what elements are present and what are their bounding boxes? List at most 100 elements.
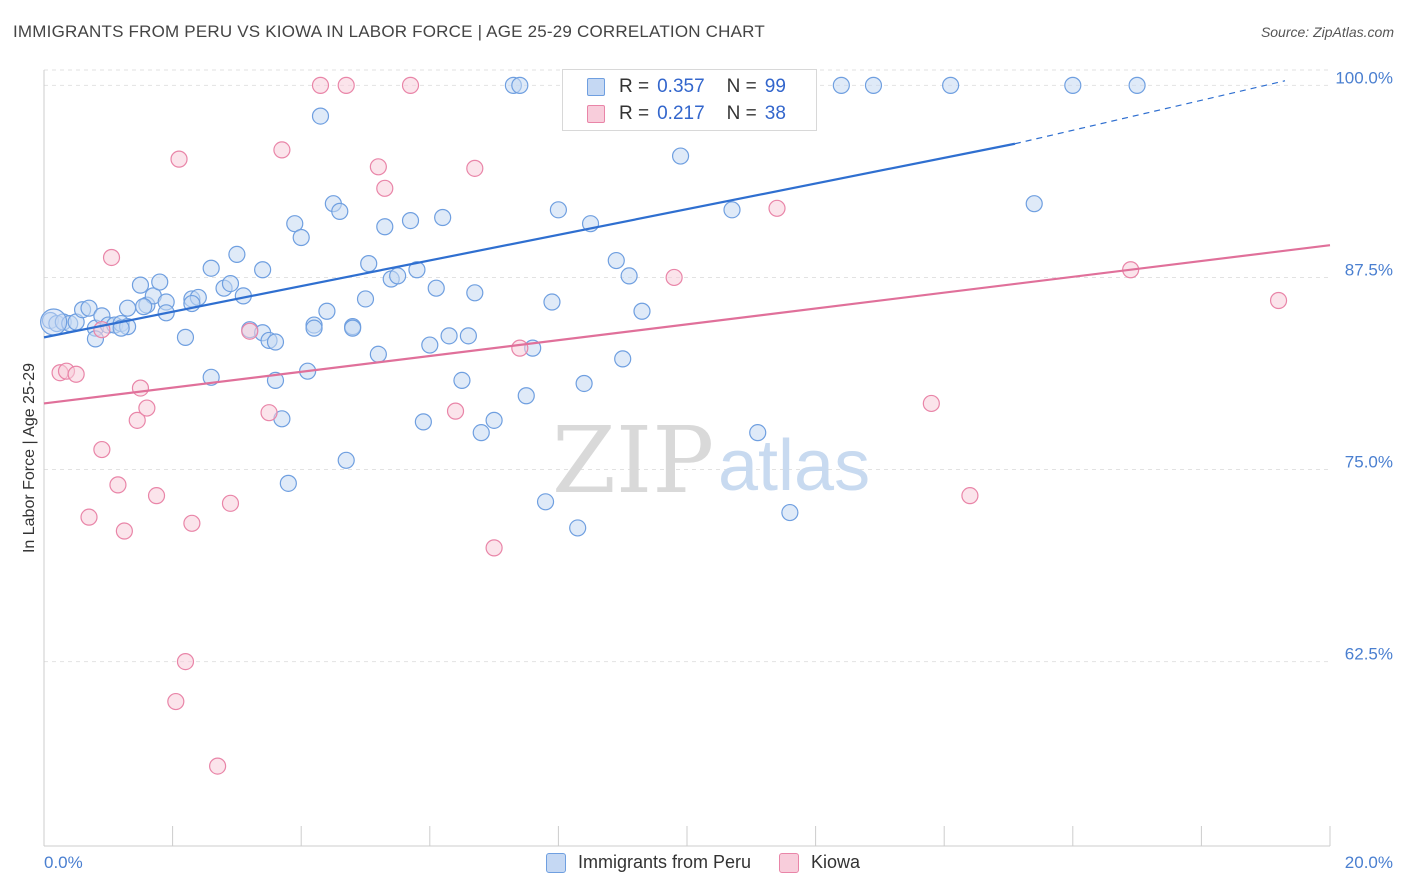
data-point-kiowa [209,757,227,775]
data-point-peru [401,211,420,230]
data-point-kiowa [128,411,146,429]
x-axis-ticks [43,826,1331,846]
data-point-peru [1128,76,1146,94]
legend-label-peru: Immigrants from Peru [577,852,751,872]
data-point-peru [781,503,799,522]
legend-swatch-peru [587,78,605,96]
legend-row-peru: R = 0.357 N = 99 [587,75,786,99]
data-point-kiowa [466,159,484,177]
data-point-peru [80,299,98,317]
data-point-peru [575,374,593,393]
data-point-kiowa [221,494,240,512]
data-point-peru [942,76,960,94]
legend-row-kiowa: R = 0.217 N = 38 [587,102,786,126]
watermark-zip: ZIP [552,407,714,514]
data-point-peru [221,274,240,293]
data-point-peru [228,245,246,263]
data-point-peru [254,261,272,279]
data-point-kiowa [102,248,121,267]
data-point-kiowa [109,476,127,494]
data-point-peru [414,413,432,431]
data-point-kiowa [922,394,940,413]
data-point-peru [485,411,503,429]
data-point-peru [376,218,394,236]
x-tick-label: 20.0% [1345,853,1393,872]
data-point-peru [176,328,195,346]
source-label: Source: ZipAtlas.com [1260,24,1394,40]
data-point-peru [279,474,297,492]
data-point-kiowa [961,487,979,505]
legend-item-kiowa[interactable]: Kiowa [779,852,860,873]
watermark-atlas: atlas [718,426,870,506]
data-point-peru [151,273,169,291]
y-tick-labels: 62.5% 75.0% 87.5% 100.0% [1335,68,1393,663]
data-point-peru [331,202,349,220]
legend-n-value-kiowa: 38 [764,103,786,124]
data-point-peru [305,319,323,337]
data-point-peru [318,302,336,320]
legend-swatch-peru [545,852,566,873]
data-point-kiowa [170,150,188,168]
data-point-kiowa [369,158,387,176]
watermark: ZIP atlas [552,407,870,514]
data-point-peru [472,424,490,442]
data-point-kiowa [337,76,355,94]
data-point-peru [1025,195,1043,213]
data-point-peru [360,255,378,273]
data-point-kiowa [131,379,150,397]
stats-legend: R = 0.357 N = 99 R = 0.217 N = 38 [562,69,817,131]
x-tick-labels: 0.0% 20.0% [44,853,1393,872]
legend-n-label: N = [726,76,757,97]
trend-line-peru [43,142,1016,339]
data-point-peru [356,290,375,308]
data-point-kiowa [311,76,330,94]
data-point-peru [536,493,555,511]
data-point-kiowa [138,399,156,417]
data-point-peru [633,302,651,320]
data-point-peru [131,276,150,294]
legend-n-label: N = [726,103,757,124]
data-point-kiowa [93,440,111,459]
legend-item-peru[interactable]: Immigrants from Peru [545,852,751,873]
chart-title: IMMIGRANTS FROM PERU VS KIOWA IN LABOR F… [13,22,765,41]
data-point-peru [112,319,130,337]
data-point-peru [440,327,458,345]
legend-r-label: R = [619,76,650,97]
data-point-peru [511,76,529,94]
data-point-kiowa [80,508,98,526]
data-point-peru [427,279,445,297]
data-point-kiowa [768,199,786,217]
data-point-kiowa [665,268,683,287]
data-point-peru [292,228,310,247]
data-point-peru [832,76,850,94]
y-tick-label: 100.0% [1335,68,1393,87]
data-point-peru [369,345,387,363]
data-point-peru [286,215,304,233]
legend-n-value-peru: 99 [764,76,786,97]
data-point-peru [337,451,355,469]
series-legend: Immigrants from Peru Kiowa [0,852,1406,873]
trend-lines [43,80,1331,405]
data-point-peru [620,267,638,285]
data-point-kiowa [401,76,420,94]
trend-line-kiowa [43,244,1331,405]
data-point-peru [459,327,477,345]
data-point-kiowa [183,514,201,532]
data-point-peru [671,147,690,165]
data-point-peru [749,424,767,442]
y-axis-label: In Labor Force | Age 25-29 [21,363,38,553]
legend-r-value-kiowa: 0.217 [657,103,705,124]
legend-swatch-kiowa [779,852,799,873]
data-point-peru [118,299,137,317]
data-point-kiowa [67,365,85,383]
data-point-peru [389,267,407,285]
data-point-peru [266,333,285,351]
data-point-kiowa [1269,291,1288,310]
data-point-peru [202,259,220,277]
data-point-peru [543,293,561,311]
trend-line-peru-extension [1014,80,1286,145]
data-point-peru [344,319,362,337]
data-point-kiowa [176,653,195,671]
data-point-kiowa [147,487,166,505]
